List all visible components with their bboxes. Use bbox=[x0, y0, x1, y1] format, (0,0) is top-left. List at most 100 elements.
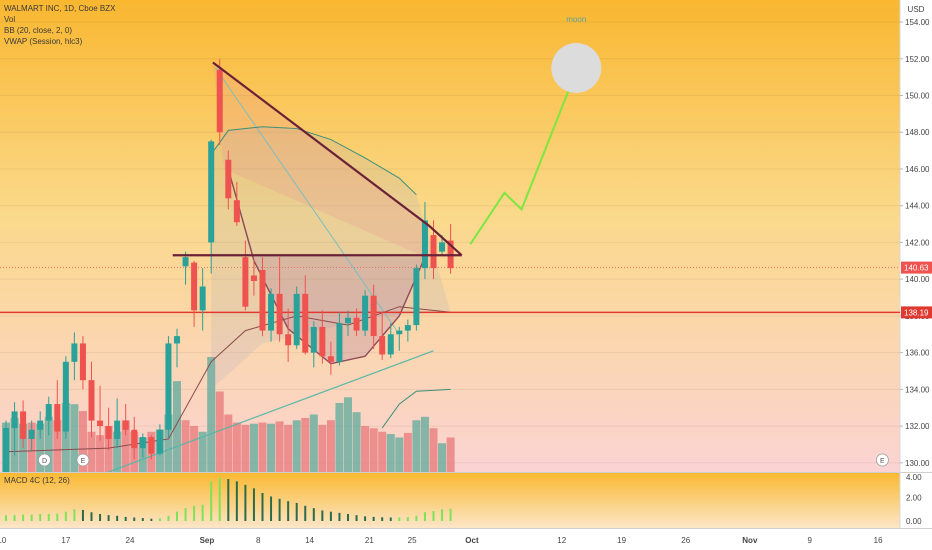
volume-bar bbox=[258, 422, 267, 472]
volume-bar bbox=[344, 397, 352, 472]
macd-pane[interactable]: 4.00 2.00 0.00 MACD 4C (12, 26) bbox=[0, 472, 932, 528]
macd-legend: MACD 4C (12, 26) bbox=[4, 476, 70, 485]
candle-body bbox=[156, 429, 163, 454]
candle-body bbox=[37, 420, 44, 430]
macd-chart[interactable]: 4.00 2.00 0.00 bbox=[0, 472, 932, 528]
macd-histogram-bar bbox=[423, 512, 426, 521]
macd-histogram-bar bbox=[22, 514, 25, 521]
volume-bar bbox=[113, 431, 122, 472]
macd-histogram-bar bbox=[372, 516, 375, 521]
macd-histogram-bar bbox=[406, 517, 409, 521]
candle-body bbox=[148, 437, 155, 454]
volume-bar bbox=[70, 404, 79, 472]
candle-body bbox=[139, 437, 146, 449]
candle-body bbox=[285, 334, 292, 346]
candle-body bbox=[105, 426, 112, 439]
projection-path bbox=[469, 85, 572, 245]
volume-bar bbox=[318, 424, 327, 472]
candle-body bbox=[88, 380, 95, 421]
macd-histogram-bar bbox=[73, 509, 76, 521]
candle-body bbox=[79, 343, 86, 381]
volume-bar bbox=[241, 424, 250, 472]
macd-histogram-bar bbox=[227, 479, 230, 521]
volume-bar bbox=[87, 431, 96, 472]
falling-resistance-line bbox=[212, 61, 463, 257]
volume-bar bbox=[232, 422, 241, 472]
candle-body bbox=[28, 429, 35, 439]
candle-body bbox=[250, 275, 257, 281]
candle-body bbox=[131, 429, 138, 449]
macd-histogram-bar bbox=[449, 508, 452, 521]
volume-bar bbox=[412, 420, 421, 472]
macd-histogram-bar bbox=[116, 515, 119, 521]
time-tick-label: 26 bbox=[681, 536, 690, 545]
macd-histogram-bar bbox=[184, 508, 187, 521]
price-chart[interactable]: moon D E E USD 154.00 152.00 150.00 148.00 146.00… bbox=[0, 0, 932, 472]
bollinger-legend: BB (20, close, 2, 0) bbox=[4, 26, 73, 35]
level-price-tag-label: 138.19 bbox=[904, 308, 929, 317]
time-axis: 10 17 24 Sep 8 14 21 25 Oct 12 19 26 Nov 9 16 bbox=[0, 528, 932, 550]
macd-histogram-bar bbox=[99, 514, 102, 521]
candle-body bbox=[11, 411, 18, 428]
candle-body bbox=[421, 220, 428, 269]
time-tick-label: Oct bbox=[465, 536, 479, 545]
time-tick-label: 21 bbox=[365, 536, 374, 545]
candle-body bbox=[54, 404, 61, 432]
candle-body bbox=[430, 235, 437, 269]
macd-tick-label: 0.00 bbox=[906, 517, 922, 526]
time-tick-label: 12 bbox=[557, 536, 566, 545]
macd-histogram-bar bbox=[252, 488, 255, 521]
time-tick-label: 17 bbox=[61, 536, 70, 545]
candle-body bbox=[439, 242, 446, 252]
candle-body bbox=[233, 200, 240, 223]
dividend-marker-label: D bbox=[42, 458, 47, 465]
time-tick-label: 8 bbox=[256, 536, 261, 545]
volume-bar bbox=[446, 437, 455, 472]
price-tick-label: 146.00 bbox=[905, 165, 930, 174]
volume-bar bbox=[326, 420, 335, 472]
price-tick-label: 150.00 bbox=[905, 92, 930, 101]
volume-bar bbox=[420, 416, 429, 472]
price-tick-label: 142.00 bbox=[905, 238, 930, 247]
candle-body bbox=[216, 69, 223, 133]
macd-histogram-bar bbox=[13, 515, 16, 521]
volume-bar bbox=[386, 434, 395, 472]
macd-histogram-bar bbox=[270, 496, 273, 521]
macd-histogram-bar bbox=[415, 515, 418, 521]
candle-body bbox=[302, 293, 309, 353]
candle-body bbox=[199, 286, 206, 311]
volume-bar bbox=[190, 426, 199, 472]
macd-histogram-bar bbox=[244, 484, 247, 521]
price-tick-label: 144.00 bbox=[905, 202, 930, 211]
volume-bar bbox=[78, 411, 87, 472]
time-tick-label: Nov bbox=[742, 536, 758, 545]
time-tick-label: 19 bbox=[617, 536, 626, 545]
volume-bar bbox=[121, 420, 130, 472]
candle-body bbox=[396, 330, 403, 335]
macd-histogram-bar bbox=[64, 511, 67, 521]
candle-body bbox=[345, 317, 351, 324]
price-pane[interactable]: moon D E E USD 154.00 152.00 150.00 148.00 146.00… bbox=[0, 0, 932, 472]
macd-histogram-bar bbox=[347, 514, 349, 521]
pattern-shading bbox=[212, 62, 430, 258]
macd-histogram-bar bbox=[90, 512, 93, 521]
time-tick-label: 25 bbox=[408, 536, 417, 545]
candle-body bbox=[20, 411, 27, 439]
candle-body bbox=[208, 141, 215, 243]
time-tick-label: 16 bbox=[874, 536, 883, 545]
macd-histogram-bar bbox=[210, 481, 213, 521]
volume-bar bbox=[96, 435, 105, 472]
volume-bar bbox=[198, 431, 207, 472]
time-axis-background bbox=[0, 528, 932, 550]
candle-body bbox=[327, 356, 334, 362]
candle-body bbox=[97, 420, 104, 427]
macd-histogram-bar bbox=[304, 505, 307, 521]
candle-body bbox=[319, 326, 326, 357]
candle-body bbox=[242, 257, 249, 307]
volume-bar bbox=[352, 412, 361, 472]
volume-bar bbox=[215, 391, 224, 472]
candle-body bbox=[268, 293, 275, 331]
macd-histogram-bar bbox=[287, 501, 290, 521]
candle-body bbox=[225, 159, 232, 199]
candle-body bbox=[114, 420, 121, 439]
